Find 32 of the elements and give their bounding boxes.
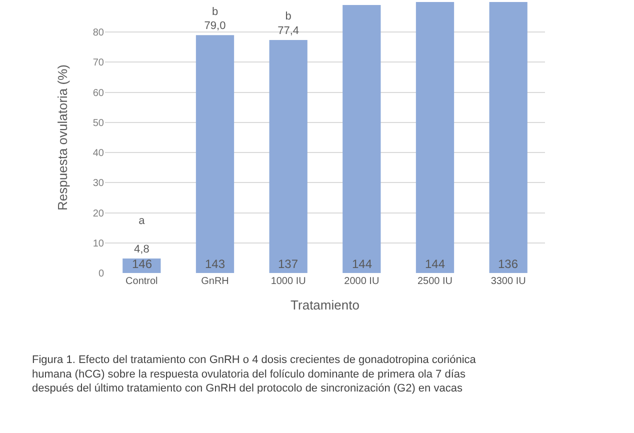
x-tick-label: 1000 IU [270,276,306,287]
x-tick-label: GnRH [201,276,229,287]
data-label: b 79,0 [204,6,226,32]
y-tick-label: 10 [92,238,104,250]
y-tick-label: 60 [92,88,104,99]
bar [416,2,454,273]
bar [342,5,381,273]
x-tick-label: 2000 IU [344,276,380,287]
bar [489,2,528,273]
y-tick-label: 50 [92,118,104,129]
x-axis-title: Tratamiento [290,298,360,313]
annotation: 144 [352,257,372,271]
y-tick-label: 80 [92,28,104,39]
bar [269,40,308,273]
bar [196,35,234,273]
y-tick-label: 0 [98,268,104,280]
y-tick-label: 40 [92,148,104,160]
annotation: 137 [278,257,298,271]
x-tick-label: 3300 IU [490,276,526,287]
annotation: 144 [425,257,446,271]
y-axis-title: Respuesta ovulatoria (%) [54,64,70,210]
text: a 4,8 [134,214,150,256]
x-tick-label: Control [126,276,158,287]
annotation: 146 [132,257,152,271]
x-tick-label: 2500 IU [417,276,453,287]
annotation: 143 [205,257,226,271]
y-tick-label: 30 [92,178,104,190]
annotation: 136 [498,257,518,271]
text: Figura 1. Efecto del tratamiento con GnRH o 4 dosis crecientes de gonadotropina coriónica humana (hCG) sobre la respuesta ovulatoria del folículo dominante de primera ola 7 días después del último tratamiento con GnRH del protocolo de sincronización (G2) en vacas [32,354,477,395]
y-tick-label: 20 [92,208,104,220]
y-tick-label: 70 [92,58,104,69]
data-label: b 77,4 [278,10,300,37]
